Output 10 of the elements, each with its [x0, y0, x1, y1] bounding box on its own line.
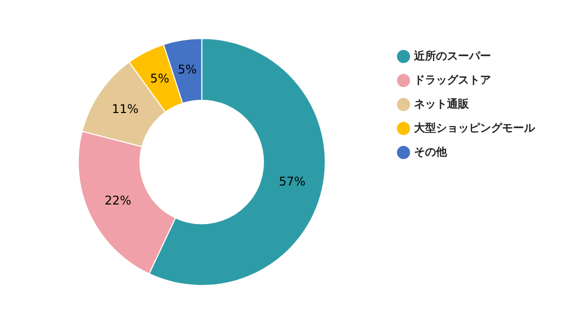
data-label: 5% — [178, 62, 197, 77]
data-label: 22% — [104, 194, 132, 208]
data-label: 5% — [150, 72, 170, 86]
legend-label: 大型ショッピングモール — [414, 121, 536, 134]
legend-label: 近所のスーパー — [413, 49, 491, 62]
data-label: 11% — [112, 102, 138, 116]
legend-label: ドラッグストア — [414, 73, 491, 86]
legend-label: その他 — [414, 145, 448, 158]
data-label: 57% — [278, 174, 306, 188]
legend-label: ネット通販 — [414, 97, 470, 110]
